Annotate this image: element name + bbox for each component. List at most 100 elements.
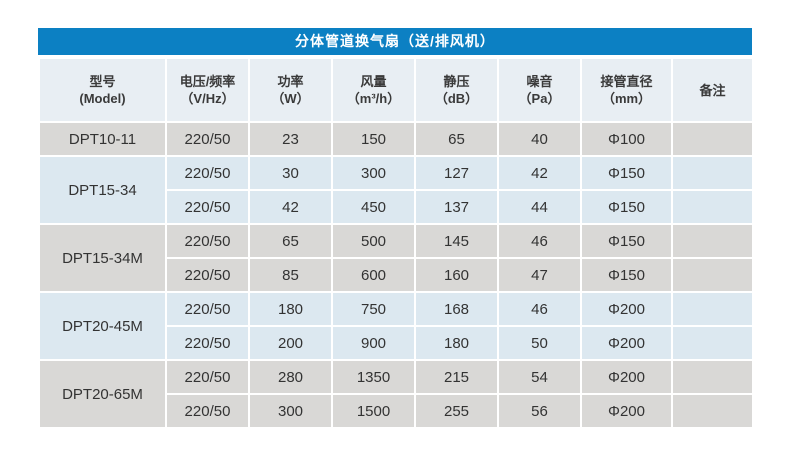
data-cell: 1350: [331, 359, 416, 395]
column-header-7: 备注: [671, 57, 754, 123]
fan-spec-section: 分体管道换气扇（送/排风机） 型号 (Model) 电压/频率 （V/Hz） 功率 （W）…: [38, 28, 754, 429]
column-header-label: 功率: [277, 74, 304, 89]
table-row: DPT15-34 220/50 30 300 127 42 Φ150: [38, 155, 754, 225]
data-cell: Φ150: [580, 189, 673, 225]
table-body: DPT10-11 220/50 23 150 65 40 Φ100 DPT15-34 220/5…: [38, 121, 754, 429]
data-cell: Φ150: [580, 155, 673, 191]
column-header-unit: (Model): [79, 91, 126, 106]
model-cell: DPT20-65M: [38, 359, 167, 429]
table-row: DPT20-65M 220/50 280 1350 215 54 Φ200: [38, 359, 754, 429]
table-title-bar: 分体管道换气扇（送/排风机）: [38, 28, 752, 55]
remark-cell: [671, 121, 754, 157]
data-cell: 47: [497, 257, 582, 293]
data-cell: 168: [414, 291, 499, 327]
column-header-unit: （m³/h）: [346, 91, 401, 106]
table-row: DPT10-11 220/50 23 150 65 40 Φ100: [38, 121, 754, 157]
column-header-unit: （Pa）: [518, 91, 561, 106]
data-cell: 220/50: [165, 291, 250, 327]
data-cell: 46: [497, 291, 582, 327]
table-row: 220/50 42 450 137 44 Φ150: [39, 189, 754, 225]
table-row: 220/50 85 600 160 47 Φ150: [39, 257, 754, 293]
column-header-3: 风量 （m³/h）: [331, 57, 416, 123]
remark-cell: [671, 257, 754, 293]
data-cell: 220/50: [165, 223, 250, 259]
data-cell: 65: [248, 223, 333, 259]
model-cell: DPT20-45M: [38, 291, 167, 361]
data-cell: 1500: [331, 393, 416, 429]
column-header-label: 静压: [443, 74, 470, 89]
data-cell: 220/50: [165, 121, 250, 157]
data-cell: 255: [414, 393, 499, 429]
column-header-0: 型号 (Model): [38, 57, 167, 123]
data-cell: 180: [248, 291, 333, 327]
remark-cell: [671, 325, 754, 361]
data-cell: 85: [248, 257, 333, 293]
model-cell: DPT15-34: [38, 155, 167, 225]
data-cell: 220/50: [165, 325, 250, 361]
data-cell: 180: [414, 325, 499, 361]
column-header-1: 电压/频率 （V/Hz）: [165, 57, 250, 123]
data-cell: 42: [248, 189, 333, 225]
column-header-label: 噪音: [526, 74, 553, 89]
data-cell: Φ200: [580, 325, 673, 361]
data-cell: 54: [497, 359, 582, 395]
column-header-2: 功率 （W）: [248, 57, 333, 123]
data-cell: 50: [497, 325, 582, 361]
data-cell: 280: [248, 359, 333, 395]
column-header-4: 静压 （dB）: [414, 57, 499, 123]
data-cell: 600: [331, 257, 416, 293]
column-header-6: 接管直径 （mm）: [580, 57, 673, 123]
table-row: 220/50 300 1500 255 56 Φ200: [39, 393, 754, 429]
data-cell: Φ100: [580, 121, 673, 157]
remark-cell: [671, 155, 754, 191]
column-header-label: 备注: [699, 82, 726, 98]
data-cell: Φ150: [580, 223, 673, 259]
data-cell: 23: [248, 121, 333, 157]
remark-cell: [671, 359, 754, 395]
remark-cell: [671, 291, 754, 327]
data-cell: 160: [414, 257, 499, 293]
remark-cell: [671, 189, 754, 225]
table-title: 分体管道换气扇（送/排风机）: [295, 33, 495, 49]
data-cell: Φ200: [580, 359, 673, 395]
data-cell: 46: [497, 223, 582, 259]
data-cell: 900: [331, 325, 416, 361]
column-header-5: 噪音 （Pa）: [497, 57, 582, 123]
data-cell: 300: [331, 155, 416, 191]
table-row: DPT15-34M 220/50 65 500 145 46 Φ150: [38, 223, 754, 293]
model-cell: DPT15-34M: [38, 223, 167, 293]
data-cell: 65: [414, 121, 499, 157]
column-header-label: 电压/频率: [179, 74, 236, 89]
column-header-unit: （mm）: [601, 91, 652, 106]
data-cell: 450: [331, 189, 416, 225]
column-header-unit: （W）: [271, 91, 310, 106]
data-cell: 300: [248, 393, 333, 429]
data-cell: 42: [497, 155, 582, 191]
model-cell: DPT10-11: [38, 121, 167, 157]
data-cell: 200: [248, 325, 333, 361]
column-header-unit: （V/Hz）: [180, 91, 235, 106]
table-header: 型号 (Model) 电压/频率 （V/Hz） 功率 （W） 风量 （m³/h） 静压 （dB） 噪…: [38, 57, 754, 123]
data-cell: 56: [497, 393, 582, 429]
fan-spec-table: 型号 (Model) 电压/频率 （V/Hz） 功率 （W） 风量 （m³/h） 静压 （dB） 噪…: [38, 57, 754, 429]
data-cell: 500: [331, 223, 416, 259]
header-row: 型号 (Model) 电压/频率 （V/Hz） 功率 （W） 风量 （m³/h） 静压 （dB） 噪…: [38, 57, 754, 123]
data-cell: 220/50: [165, 155, 250, 191]
column-header-label: 风量: [360, 74, 387, 89]
data-cell: 220/50: [165, 189, 250, 225]
data-cell: 137: [414, 189, 499, 225]
data-cell: Φ150: [580, 257, 673, 293]
data-cell: 220/50: [165, 257, 250, 293]
data-cell: 220/50: [165, 359, 250, 395]
data-cell: 40: [497, 121, 582, 157]
data-cell: 44: [497, 189, 582, 225]
data-cell: 145: [414, 223, 499, 259]
remark-cell: [671, 393, 754, 429]
data-cell: Φ200: [580, 393, 673, 429]
data-cell: 220/50: [165, 393, 250, 429]
remark-cell: [671, 223, 754, 259]
data-cell: 127: [414, 155, 499, 191]
data-cell: 30: [248, 155, 333, 191]
table-row: 220/50 200 900 180 50 Φ200: [39, 325, 754, 361]
data-cell: 215: [414, 359, 499, 395]
